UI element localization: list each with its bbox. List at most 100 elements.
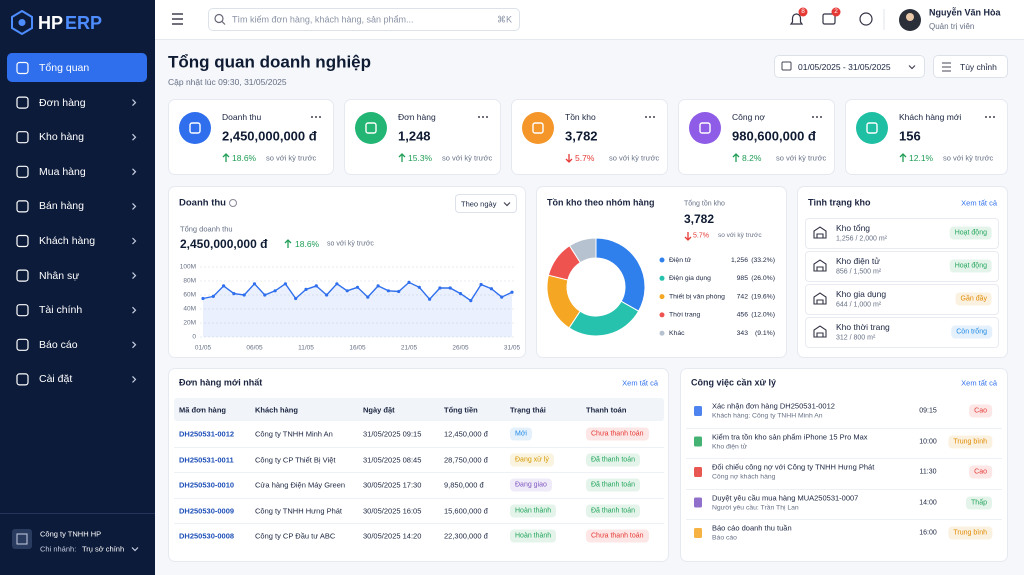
branch[interactable]: Trụ sở chính [82, 544, 125, 554]
task-time: 11:30 [919, 468, 937, 476]
customer: Cửa hàng Điện Máy Green [255, 480, 346, 490]
row-divider [686, 458, 1002, 459]
task-sub: Kho điện tử [712, 443, 748, 451]
user-role: Quản trị viên [929, 22, 975, 31]
order-code[interactable]: DH250531-0012 [179, 429, 235, 439]
inventory-panel [536, 186, 787, 358]
tasks-panel [680, 368, 1008, 562]
column-header: Ngày đặt [363, 405, 395, 415]
page-title: Tổng quan doanh nghiệp [168, 52, 372, 72]
total-change: 5.7% [693, 232, 709, 240]
search-box[interactable] [208, 8, 520, 31]
kpi-change: 18.6% [232, 152, 257, 163]
customer: Công ty CP Đầu tư ABC [255, 531, 336, 541]
kpi-change: 5.7% [575, 152, 595, 163]
payment-status: Chưa thanh toán [586, 529, 649, 543]
badge-count[interactable]: 8 [801, 7, 805, 15]
kpi-value: 2,450,000,000 đ [222, 128, 317, 144]
nav-item[interactable]: Nhân sự [39, 269, 80, 282]
view-all[interactable]: Xem tất cả [961, 198, 997, 208]
search-shortcut: ⌘K [496, 14, 512, 25]
task-priority: Trung bình [948, 435, 992, 448]
total-label: Tổng doanh thu [180, 224, 233, 234]
kpi-label: Đơn hàng [398, 111, 436, 122]
task-title[interactable]: Xác nhận đơn hàng DH250531-0012 [712, 401, 835, 411]
warehouse-row [805, 251, 999, 282]
order-date: 31/05/2025 08:45 [363, 454, 422, 464]
table-header [174, 398, 664, 421]
task-title[interactable]: Báo cáo doanh thu tuần [712, 523, 792, 533]
nav-active[interactable] [7, 53, 147, 82]
order-total: 15,600,000 đ [444, 505, 488, 515]
task-title[interactable]: Đối chiếu công nợ với Công ty TNHH Hưng … [712, 462, 875, 472]
order-code[interactable]: DH250531-0011 [179, 454, 234, 464]
period-select[interactable] [455, 194, 517, 213]
view-all[interactable]: Xem tất cả [622, 378, 658, 388]
row-divider [174, 497, 664, 499]
nav-item[interactable]: Cài đặt [39, 373, 73, 386]
column-header: Mã đơn hàng [179, 405, 226, 415]
order-total: 9,850,000 đ [444, 480, 484, 490]
nav-item[interactable]: Tài chính [39, 303, 83, 316]
custom-button[interactable] [933, 55, 1008, 78]
nav-item[interactable]: Khách hàng [39, 234, 96, 247]
kpi-label: Doanh thu [222, 111, 262, 122]
task-priority: Cao [969, 465, 992, 479]
task-title[interactable]: Kiểm tra tồn kho sản phẩm iPhone 15 Pro … [712, 431, 868, 441]
period: Theo ngày [461, 199, 497, 209]
order-total: 12,450,000 đ [444, 429, 488, 439]
brand: ERP [65, 13, 103, 33]
customer: Công ty TNHH Hưng Phát [255, 505, 343, 515]
order-status: Hoàn thành [510, 529, 557, 543]
payment-status: Đã thanh toán [586, 453, 640, 466]
order-status: Đang giao [510, 478, 552, 492]
order-code[interactable]: DH250530-0010 [179, 480, 235, 490]
warehouse-status: Còn trống [951, 325, 992, 339]
panel-title: Tình trạng kho [808, 197, 871, 208]
kpi-value: 3,782 [565, 128, 598, 144]
row-divider [174, 472, 664, 473]
order-code[interactable]: DH250530-0009 [179, 505, 235, 515]
warehouse-status: Hoạt động [949, 226, 992, 240]
warehouse-row [805, 317, 999, 348]
branch-label: Chi nhánh: [40, 544, 77, 554]
task-time: 09:15 [919, 407, 937, 415]
row-divider [686, 427, 1002, 429]
customer: Công ty CP Thiết Bị Việt [255, 454, 336, 464]
kpi-label: Công nợ [732, 111, 765, 122]
kpi-value: 156 [899, 128, 921, 144]
warehouse-row [805, 284, 999, 315]
nav-item[interactable]: Báo cáo [39, 338, 78, 351]
task-sub: Người yêu cầu: Trần Thị Lan [712, 504, 799, 512]
task-sub: Khách hàng: Công ty TNHH Minh An [712, 412, 823, 420]
nav-item[interactable]: Kho hàng [39, 130, 84, 143]
nav-item[interactable]: Bán hàng [39, 200, 84, 213]
date-button[interactable] [774, 55, 925, 78]
order-total: 22,300,000 đ [444, 531, 488, 541]
total-compare: so với kỳ trước [327, 240, 374, 248]
warehouse-capacity: 1,256 / 2,000 m² [836, 235, 887, 243]
order-date: 30/05/2025 16:05 [363, 505, 422, 515]
nav-item[interactable]: Đơn hàng [39, 96, 86, 109]
date-range: 01/05/2025 - 31/05/2025 [798, 61, 891, 72]
task-priority: Trung bình [948, 526, 992, 540]
panel-title: Đơn hàng mới nhất [179, 377, 263, 388]
column-header: Trạng thái [510, 405, 546, 415]
order-date: 31/05/2025 09:15 [363, 429, 422, 439]
task-time: 14:00 [919, 499, 937, 506]
view-all[interactable]: Xem tất cả [961, 378, 997, 388]
warehouse-status: Hoạt động [949, 259, 992, 273]
sidebar [0, 0, 155, 575]
panel-title: Doanh thu [179, 197, 226, 209]
kpi-value: 980,600,000 đ [732, 128, 816, 144]
row-divider [686, 488, 1002, 490]
badge-count[interactable]: 2 [834, 7, 838, 15]
kpi-label: Tồn kho [565, 111, 596, 122]
nav-item[interactable]: Mua hàng [39, 165, 86, 178]
kpi-compare: so với kỳ trước [609, 153, 660, 163]
kpi-card [845, 99, 1008, 175]
order-code[interactable]: DH250530-0008 [179, 531, 235, 541]
task-title[interactable]: Duyệt yêu cầu mua hàng MUA250531-0007 [712, 492, 859, 502]
row-divider [174, 523, 664, 524]
nav-item[interactable]: Tổng quan [39, 61, 90, 74]
